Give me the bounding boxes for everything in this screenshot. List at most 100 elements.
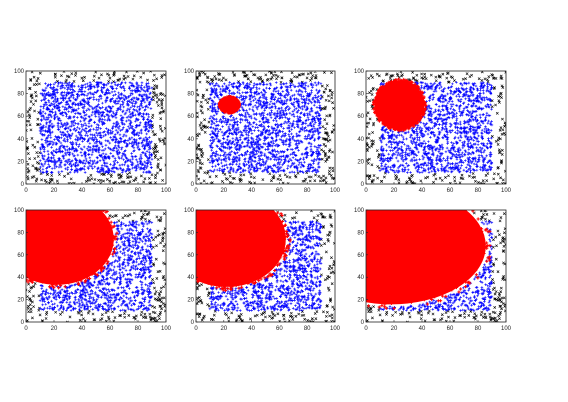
interior-point	[76, 153, 80, 157]
interior-point	[253, 129, 256, 132]
interior-point	[316, 162, 320, 166]
interior-point	[269, 152, 273, 155]
series-interior-points	[38, 81, 154, 174]
boundary-point	[72, 80, 76, 83]
boundary-point	[153, 145, 157, 149]
boundary-point	[331, 166, 335, 170]
interior-point	[257, 87, 261, 90]
interior-point	[476, 160, 479, 164]
interior-point	[272, 164, 275, 167]
interior-point	[215, 134, 218, 138]
boundary-point	[157, 137, 161, 141]
interior-point	[51, 107, 54, 111]
interior-point	[110, 81, 113, 85]
interior-point	[244, 113, 248, 117]
interior-point	[122, 105, 126, 109]
interior-point	[301, 98, 305, 102]
boundary-point	[34, 179, 38, 183]
interior-point	[221, 120, 225, 123]
interior-point	[42, 89, 45, 92]
interior-point	[63, 127, 67, 131]
interior-point	[289, 97, 293, 100]
interior-point	[241, 153, 244, 157]
interior-point	[300, 84, 304, 88]
interior-point	[287, 126, 291, 129]
interior-point	[451, 144, 454, 147]
interior-point	[99, 142, 103, 146]
interior-point	[222, 168, 226, 171]
interior-point	[242, 109, 246, 112]
interior-point	[42, 106, 45, 110]
interior-point	[303, 112, 306, 116]
interior-point	[255, 150, 258, 154]
interior-point	[85, 94, 89, 98]
boundary-point	[370, 144, 374, 148]
interior-point	[267, 151, 271, 154]
interior-point	[238, 109, 242, 112]
interior-point	[446, 131, 449, 134]
interior-point	[285, 88, 288, 92]
interior-point	[315, 146, 319, 149]
interior-point	[47, 163, 50, 166]
interior-point	[145, 155, 148, 158]
interior-point	[128, 138, 132, 141]
interior-point	[279, 116, 283, 120]
interior-point	[42, 133, 46, 137]
interior-point	[134, 166, 138, 170]
interior-point	[144, 105, 147, 109]
interior-point	[130, 152, 133, 155]
boundary-point	[50, 178, 54, 182]
interior-point	[298, 119, 302, 123]
interior-point	[85, 131, 88, 135]
interior-point	[253, 104, 257, 107]
interior-point	[97, 103, 100, 106]
interior-point	[130, 164, 134, 167]
interior-point	[488, 140, 492, 144]
interior-point	[70, 91, 73, 94]
boundary-point	[407, 78, 411, 81]
interior-point	[423, 115, 426, 119]
interior-point	[285, 137, 289, 141]
interior-point	[92, 98, 96, 101]
interior-point	[258, 112, 261, 116]
interior-point	[101, 105, 104, 109]
interior-point	[72, 120, 76, 124]
interior-point	[244, 91, 247, 95]
interior-point	[39, 111, 43, 115]
interior-point	[144, 153, 147, 156]
interior-point	[100, 164, 104, 167]
interior-point	[39, 122, 42, 126]
boundary-point	[139, 75, 143, 79]
boundary-point	[432, 180, 435, 184]
boundary-point	[197, 147, 201, 151]
interior-point	[72, 115, 76, 119]
boundary-point	[293, 75, 296, 79]
interior-point	[490, 107, 493, 111]
interior-point	[244, 84, 247, 88]
interior-point	[291, 83, 295, 87]
interior-point	[306, 124, 310, 128]
interior-point	[66, 166, 70, 169]
interior-point	[120, 146, 124, 149]
interior-point	[233, 155, 237, 159]
interior-point	[101, 123, 104, 126]
interior-point	[126, 139, 130, 142]
interior-point	[254, 118, 258, 121]
boundary-point	[156, 171, 159, 175]
interior-point	[316, 82, 320, 86]
interior-point	[70, 159, 74, 163]
interior-point	[290, 128, 294, 131]
interior-point	[241, 134, 245, 138]
interior-point	[210, 122, 214, 126]
boundary-point	[305, 171, 309, 175]
interior-point	[300, 101, 304, 105]
interior-point	[266, 125, 270, 129]
interior-point	[284, 115, 287, 119]
interior-point	[72, 93, 75, 97]
interior-point	[80, 148, 84, 152]
interior-point	[308, 167, 312, 171]
boundary-point	[249, 80, 253, 84]
interior-point	[459, 112, 463, 116]
interior-point	[44, 160, 47, 164]
